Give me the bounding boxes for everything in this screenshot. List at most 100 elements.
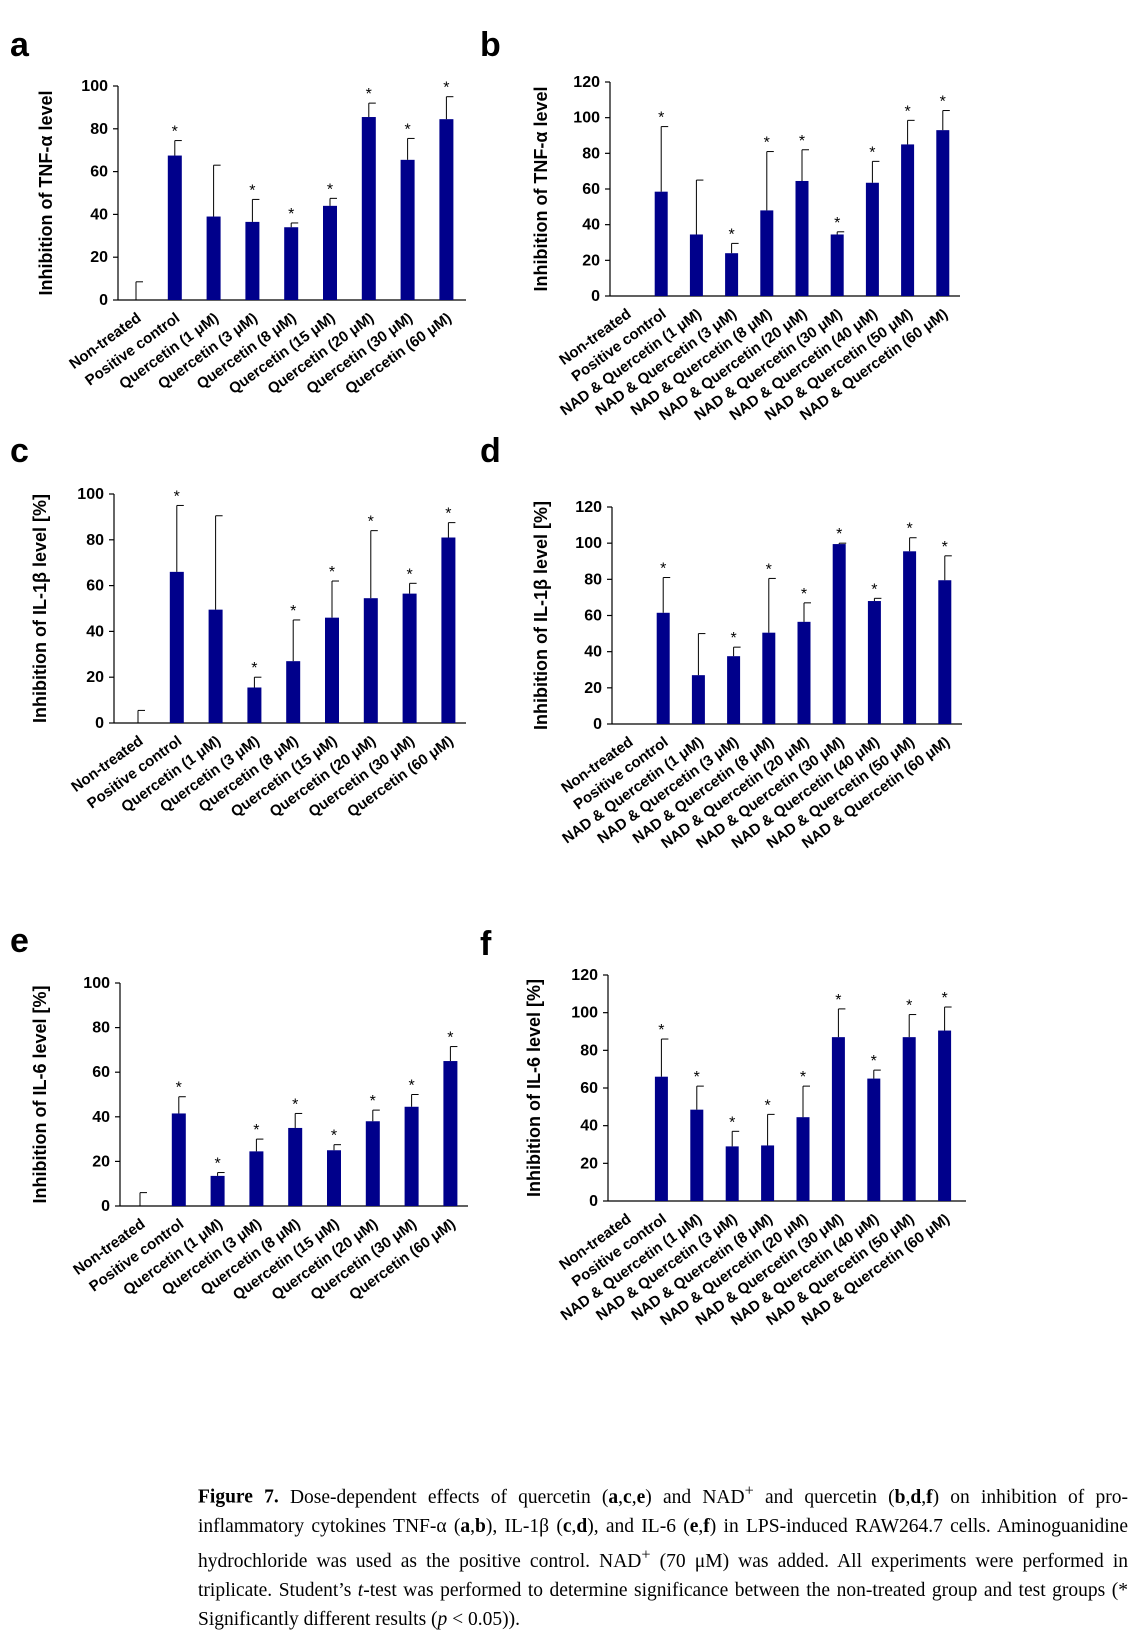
- significance-marker: *: [292, 1096, 298, 1113]
- chart-panel-d: d Inhibition of IL-1β level [%] 0 20 40 60 80 1…: [480, 432, 962, 852]
- bar: [169, 571, 184, 723]
- bar: [867, 1078, 881, 1201]
- y-tick-label: 40: [584, 644, 602, 661]
- y-tick-label: 80: [580, 1042, 598, 1059]
- significance-marker: *: [406, 566, 412, 583]
- bar: [760, 210, 774, 296]
- y-tick-label: 0: [589, 1193, 598, 1210]
- caption-run: ,: [470, 1515, 476, 1537]
- y-axis-label: Inhibition of TNF-α level: [36, 90, 56, 295]
- significance-marker: *: [174, 488, 180, 505]
- significance-marker: *: [729, 1114, 735, 1131]
- panel-letter: d: [480, 432, 501, 470]
- y-tick-label: 20: [580, 1155, 598, 1172]
- y-tick-label: 80: [86, 532, 104, 549]
- y-axis-label: Inhibition of IL-1β level [%]: [531, 501, 551, 730]
- bar: [654, 1076, 668, 1201]
- caption-run: ,: [571, 1515, 577, 1537]
- significance-marker: *: [942, 539, 948, 556]
- caption-run: and quercetin (: [753, 1486, 895, 1508]
- bar: [443, 1061, 458, 1206]
- caption-run: c: [623, 1486, 632, 1508]
- y-tick-label: 100: [573, 110, 600, 127]
- caption-run: b: [475, 1515, 486, 1537]
- caption-run: -test was performed to determine signifi…: [198, 1580, 1128, 1630]
- panel-letter: b: [480, 26, 501, 64]
- caption-run: +: [641, 1545, 651, 1564]
- significance-marker: *: [800, 1069, 806, 1086]
- significance-marker: *: [835, 992, 841, 1009]
- significance-marker: *: [214, 1156, 220, 1173]
- significance-marker: *: [172, 124, 178, 141]
- caption-run: a: [608, 1486, 619, 1508]
- bar: [402, 593, 417, 723]
- caption-run: b: [894, 1486, 906, 1508]
- bar: [727, 656, 741, 724]
- caption-run: ,: [698, 1515, 704, 1537]
- significance-marker: *: [408, 1078, 414, 1095]
- bar: [363, 598, 378, 723]
- caption-run: (70 μM) was added. All experiments were …: [198, 1551, 1128, 1601]
- y-tick-label: 60: [92, 1064, 110, 1081]
- bar: [689, 234, 703, 296]
- caption-run: ), IL-1β (: [485, 1515, 563, 1537]
- significance-marker: *: [940, 94, 946, 111]
- caption-run: +: [744, 1481, 754, 1499]
- bar: [831, 1037, 845, 1201]
- caption-run: ) and NAD: [645, 1486, 745, 1508]
- y-tick-label: 0: [593, 716, 602, 733]
- bar: [441, 537, 456, 723]
- significance-marker: *: [764, 1097, 770, 1114]
- bar: [902, 1037, 916, 1201]
- y-tick-label: 0: [95, 715, 104, 732]
- bar: [725, 1146, 739, 1201]
- bar: [400, 159, 415, 300]
- bar: [247, 687, 262, 723]
- y-tick-label: 40: [90, 206, 108, 223]
- significance-marker: *: [764, 135, 770, 152]
- bar: [797, 621, 811, 724]
- bar: [361, 117, 376, 300]
- bar: [690, 1109, 704, 1201]
- y-tick-label: 20: [90, 249, 108, 266]
- y-tick-label: 60: [580, 1080, 598, 1097]
- y-tick-label: 120: [575, 499, 602, 516]
- figure-caption: Figure 7. Dose-dependent effects of quer…: [198, 1476, 1128, 1634]
- significance-marker: *: [801, 586, 807, 603]
- caption-run: ,: [921, 1486, 927, 1508]
- panel-letter: a: [10, 26, 30, 64]
- significance-marker: *: [906, 521, 912, 538]
- y-axis-label: Inhibition of IL-6 level [%]: [30, 986, 50, 1204]
- y-tick-label: 0: [101, 1198, 110, 1215]
- significance-marker: *: [327, 181, 333, 198]
- bar: [903, 551, 917, 724]
- y-tick-label: 40: [580, 1118, 598, 1135]
- bar: [796, 1117, 810, 1201]
- significance-marker: *: [404, 121, 410, 138]
- significance-marker: *: [730, 630, 736, 647]
- caption-run: a: [460, 1515, 471, 1537]
- y-tick-label: 100: [575, 535, 602, 552]
- y-tick-label: 80: [90, 121, 108, 138]
- significance-marker: *: [290, 603, 296, 620]
- y-tick-label: 60: [90, 164, 108, 181]
- y-tick-label: 20: [92, 1153, 110, 1170]
- caption-run: ), and IL-6 (: [587, 1515, 690, 1537]
- bar: [325, 617, 339, 723]
- bar: [171, 1113, 186, 1206]
- caption-run: c: [562, 1515, 572, 1537]
- bar: [830, 234, 844, 296]
- bar: [691, 675, 705, 724]
- y-axis-label: Inhibition of TNF-α level: [531, 86, 551, 291]
- panel-letter: e: [10, 922, 29, 960]
- bar: [210, 1175, 225, 1206]
- bar: [284, 227, 299, 300]
- caption-run: ,: [905, 1486, 911, 1508]
- bar: [762, 632, 776, 724]
- y-tick-label: 100: [81, 78, 108, 95]
- bar: [288, 1127, 303, 1206]
- bar: [327, 1150, 341, 1206]
- y-tick-label: 60: [584, 608, 602, 625]
- bar: [938, 1030, 952, 1201]
